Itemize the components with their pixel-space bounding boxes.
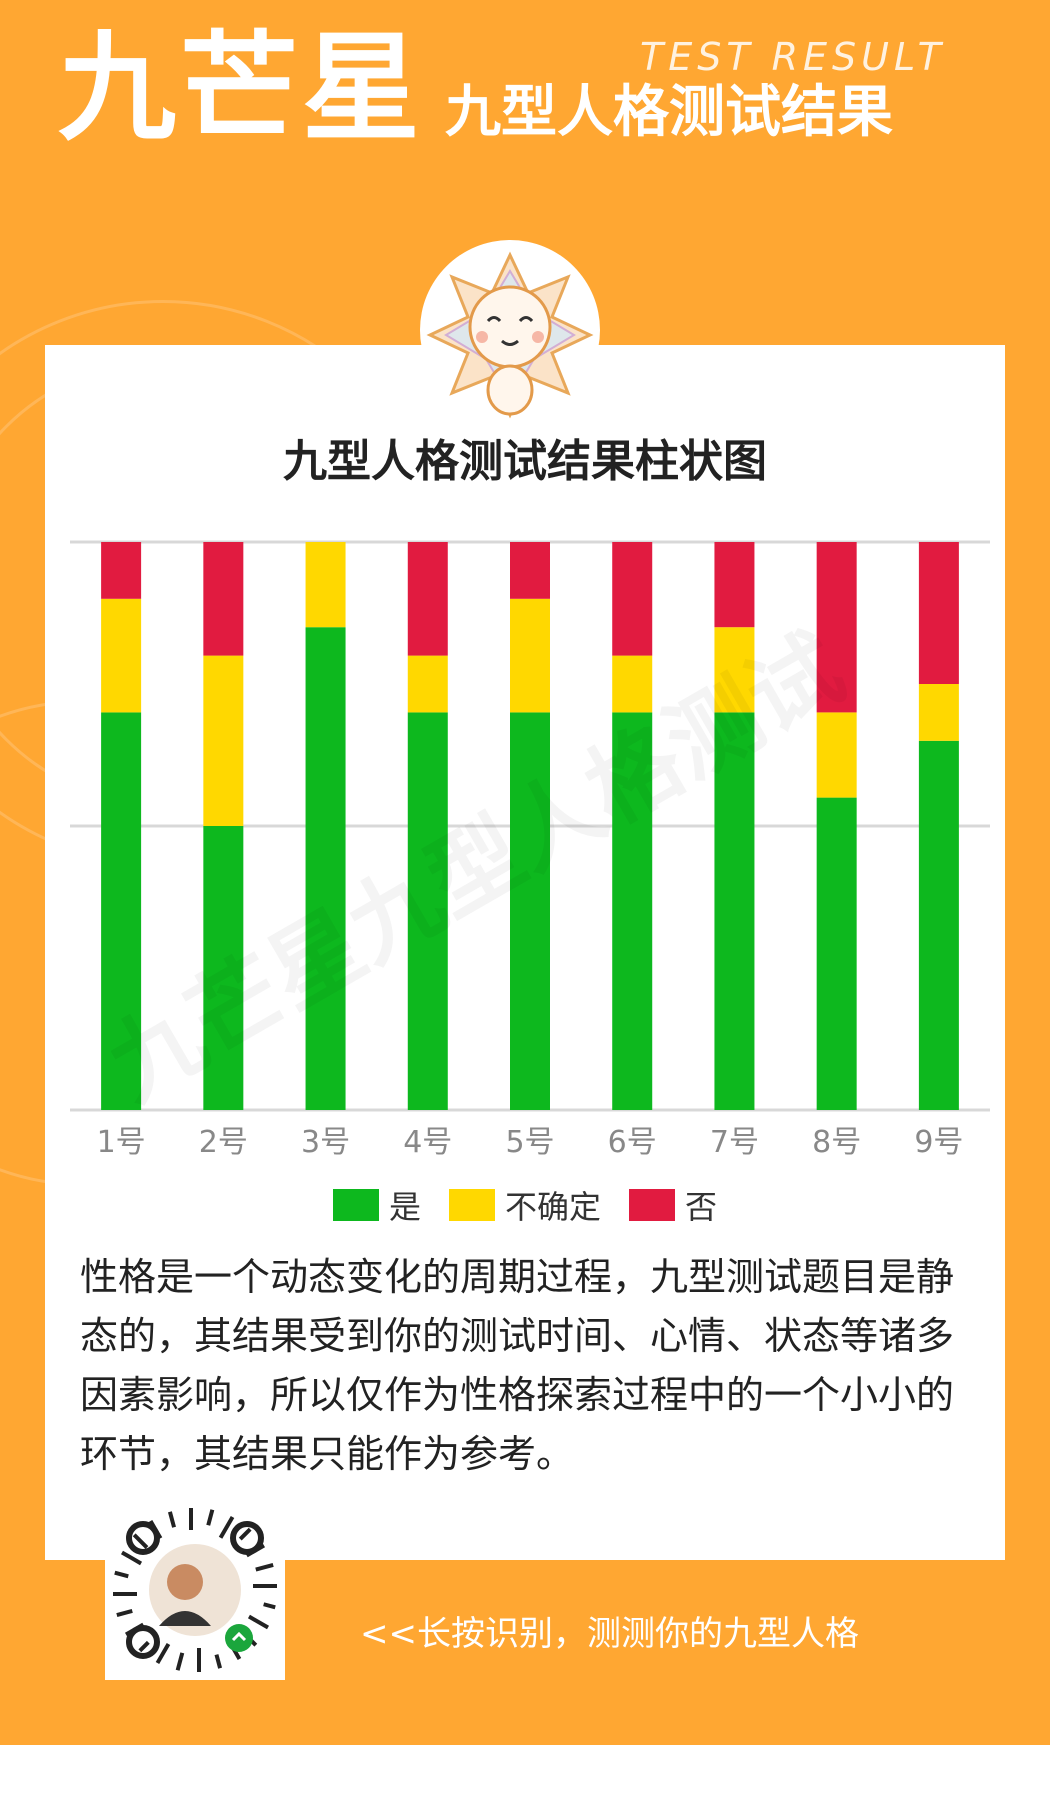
x-tick-label: 6号 (608, 1125, 657, 1160)
bar-segment-yes-8 (816, 797, 857, 1110)
mini-program-qr-code[interactable] (105, 1500, 285, 1680)
x-tick-label: 3号 (301, 1125, 350, 1160)
bar-segment-yes-1 (101, 712, 142, 1110)
bar-segment-no-4 (407, 542, 448, 656)
legend-label-unsure: 不确定 (504, 1188, 601, 1226)
x-tick-label: 4号 (403, 1125, 452, 1160)
bar-segment-unsure-8 (816, 712, 857, 798)
english-title: TEST RESULT (640, 35, 946, 79)
x-tick-label: 5号 (505, 1125, 554, 1160)
x-tick-label: 8号 (812, 1125, 861, 1160)
stacked-bar-chart: 1号 2号 3号 4号 5号 6号 7号 8号 9号 (70, 540, 990, 1160)
bar-segment-unsure-7 (714, 627, 755, 713)
legend-swatch-no (629, 1189, 675, 1221)
bar-segment-no-6 (612, 542, 653, 656)
bar-segment-no-2 (203, 542, 244, 656)
disclaimer-note: 性格是一个动态变化的周期过程，九型测试题目是静态的，其结果受到你的测试时间、心情… (80, 1255, 955, 1476)
bar-segment-yes-4 (407, 712, 448, 1110)
bar-segment-yes-5 (510, 712, 550, 1110)
bar-segment-no-8 (816, 542, 857, 713)
bar-segment-unsure-4 (407, 655, 448, 713)
bar-segment-no-9 (918, 542, 959, 684)
legend-label-no: 否 (685, 1188, 718, 1226)
legend-label-yes: 是 (388, 1188, 421, 1226)
long-press-hint: <<长按识别，测测你的九型人格 (360, 1614, 859, 1654)
x-tick-label: 7号 (710, 1125, 759, 1160)
bar-segment-yes-9 (918, 740, 959, 1110)
legend-item-yes: 是 (332, 1182, 421, 1228)
x-tick-label: 9号 (914, 1125, 963, 1160)
mascot-icon (426, 251, 594, 419)
legend-item-unsure: 不确定 (448, 1182, 601, 1228)
chart-legend: 是 不确定 否 (0, 1182, 1050, 1228)
page-subtitle: 九型人格测试结果 (445, 80, 893, 145)
bar-segment-unsure-9 (918, 684, 959, 741)
bar-segment-yes-2 (203, 826, 244, 1110)
bar-segment-no-5 (510, 542, 550, 599)
x-tick-label: 1号 (97, 1125, 146, 1160)
legend-swatch-yes (332, 1189, 379, 1221)
chart-title: 九型人格测试结果柱状图 (283, 436, 767, 487)
bar-segment-unsure-1 (101, 598, 142, 713)
bar-segment-unsure-2 (203, 655, 244, 826)
mascot-avatar (420, 240, 600, 420)
legend-item-no: 否 (629, 1182, 717, 1228)
brand-logo-text: 九芒星 (58, 19, 425, 157)
bar-segment-yes-6 (612, 712, 653, 1110)
bar-segment-unsure-5 (510, 598, 550, 713)
bar-segment-no-7 (714, 542, 755, 628)
bar-segment-yes-7 (714, 712, 755, 1110)
bar-segment-no-1 (101, 542, 142, 599)
x-tick-label: 2号 (199, 1125, 248, 1160)
qr-code-icon (113, 1508, 277, 1672)
bar-segment-yes-3 (305, 627, 346, 1110)
bar-segment-unsure-3 (305, 542, 346, 628)
bar-segment-unsure-6 (612, 655, 653, 713)
legend-swatch-unsure (448, 1189, 495, 1221)
